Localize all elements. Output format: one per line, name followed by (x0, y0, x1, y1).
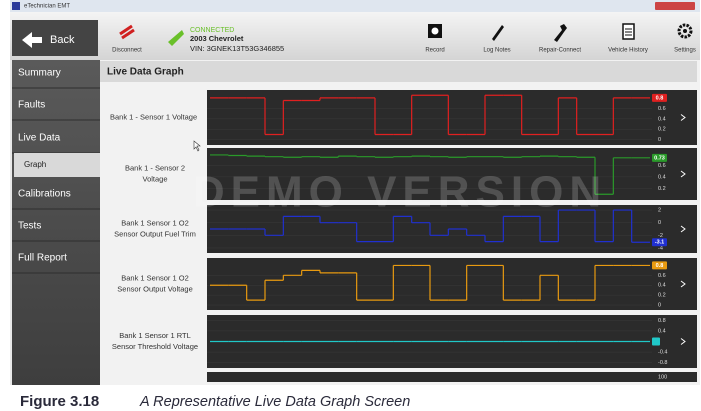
toolbar-button-label: Vehicle History (608, 48, 648, 54)
expand-arrow[interactable] (680, 170, 686, 178)
toolbar-button[interactable]: Settings (674, 23, 696, 54)
y-tick-label: 0.8 (658, 318, 666, 324)
page-title: Live Data Graph (107, 67, 184, 78)
current-value-label: 0.73 (654, 155, 665, 161)
graph-panel (207, 90, 697, 145)
y-tick-label: 0.6 (658, 163, 666, 169)
window-controls[interactable] (655, 2, 695, 10)
next-graph-panel (207, 372, 697, 382)
history-lines (625, 28, 632, 36)
gear-hub (683, 29, 687, 33)
current-value-badge (652, 238, 667, 247)
y-tick-label: 0.6 (658, 106, 666, 112)
disconnect-button[interactable]: Disconnect (112, 24, 142, 54)
toolbar-button-label: Repair-Connect (539, 48, 581, 54)
y-tick-label: 0.2 (658, 127, 666, 133)
vehicle-name: 2003 Chevrolet (190, 34, 244, 43)
sidebar-label: Calibrations (18, 189, 71, 200)
graph-label: Sensor Output Voltage (117, 284, 192, 293)
y-tick-label: -0.4 (658, 350, 667, 356)
sidebar-item[interactable]: Faults (12, 100, 100, 121)
mouse-cursor (193, 140, 201, 152)
expand-arrow[interactable] (680, 280, 686, 288)
y-tick-label: 0 (658, 303, 661, 309)
current-value-label: 0.8 (656, 95, 664, 101)
graph-label: Bank 1 - Sensor 2 (125, 163, 185, 172)
graph-panel (207, 258, 697, 310)
y-tick-label: -0.8 (658, 360, 667, 366)
page-header (100, 61, 697, 82)
y-tick-label: -2 (658, 233, 663, 239)
pencil-icon (492, 25, 504, 41)
window-title: eTechnician EMT (24, 4, 70, 10)
current-value-badge (652, 261, 667, 270)
toolbar-button-label: Record (425, 48, 444, 54)
sidebar (12, 60, 100, 385)
expand-arrow[interactable] (680, 225, 686, 233)
sidebar-label: Graph (24, 160, 46, 169)
y-tick-label: 0.4 (658, 328, 666, 334)
current-value-badge (652, 93, 667, 102)
sidebar-label: Live Data (18, 133, 61, 144)
graph-label: Voltage (142, 174, 167, 183)
toolbar-button[interactable]: Repair-Connect (539, 24, 581, 54)
watermark: DEMO VERSION (193, 168, 607, 217)
y-tick-label: 0.4 (658, 283, 666, 289)
disconnect-icon (119, 24, 135, 40)
y-tick-label: -4 (658, 245, 663, 251)
toolbar-button[interactable]: Record (425, 24, 445, 54)
sidebar-item[interactable]: Graph (14, 153, 100, 177)
graph-label: Bank 1 Sensor 1 O2 (121, 273, 189, 282)
sidebar-label: Summary (18, 68, 61, 79)
y-tick-label: 0.4 (658, 174, 666, 180)
sidebar-item[interactable]: Summary (12, 68, 100, 89)
caption-text: A Representative Live Data Graph Screen (139, 394, 410, 410)
sidebar-item[interactable]: Full Report (12, 253, 100, 274)
y-tick-label: 100 (658, 374, 667, 380)
wrench-icon (554, 24, 567, 42)
record-dot (431, 27, 439, 35)
graph-label: Bank 1 Sensor 1 RTL (119, 331, 191, 340)
current-value-label: -3.1 (655, 240, 664, 246)
toolbar-button-label: Settings (674, 48, 696, 54)
current-value-label: 0.8 (656, 263, 664, 269)
toolbar-button[interactable]: Log Notes (483, 25, 511, 54)
back-arrow (22, 32, 42, 48)
y-tick-label: 2 (658, 208, 661, 214)
y-tick-label: 0 (658, 137, 661, 143)
graph-label: Bank 1 Sensor 1 O2 (121, 218, 189, 227)
y-tick-label: 0.2 (658, 293, 666, 299)
graph-label: Sensor Output Fuel Trim (114, 229, 196, 238)
sidebar-label: Tests (18, 221, 41, 232)
sidebar-label: Full Report (18, 253, 67, 264)
y-tick-label: 0 (658, 220, 661, 226)
toolbar-button-label: Log Notes (483, 48, 510, 54)
y-tick-label: 0.2 (658, 186, 666, 192)
sidebar-item[interactable]: Calibrations (12, 189, 100, 210)
connection-status: CONNECTED (190, 27, 234, 34)
expand-arrow[interactable] (680, 114, 686, 121)
caption-number: Figure 3.18 (20, 393, 99, 410)
gear-icon (677, 23, 693, 39)
expand-arrow[interactable] (680, 338, 686, 345)
current-value-marker (652, 337, 660, 346)
app-icon (12, 2, 20, 10)
title-bar (10, 0, 700, 12)
current-value-badge (652, 153, 667, 162)
toolbar-button[interactable]: Vehicle History (608, 23, 648, 54)
disconnect-label: Disconnect (112, 48, 142, 54)
vehicle-vin: VIN: 3GNEK13T53G346855 (190, 44, 284, 53)
sidebar-selected (14, 153, 100, 177)
y-tick-label: 0.4 (658, 116, 666, 122)
sidebar-item[interactable]: Tests (12, 221, 100, 242)
graph-label: Bank 1 - Sensor 1 Voltage (110, 112, 197, 121)
y-tick-label: 0.6 (658, 273, 666, 279)
graph-label: Sensor Threshold Voltage (112, 342, 198, 351)
back-label: Back (50, 34, 75, 46)
sidebar-label: Faults (18, 100, 45, 111)
connected-icon (168, 30, 184, 46)
